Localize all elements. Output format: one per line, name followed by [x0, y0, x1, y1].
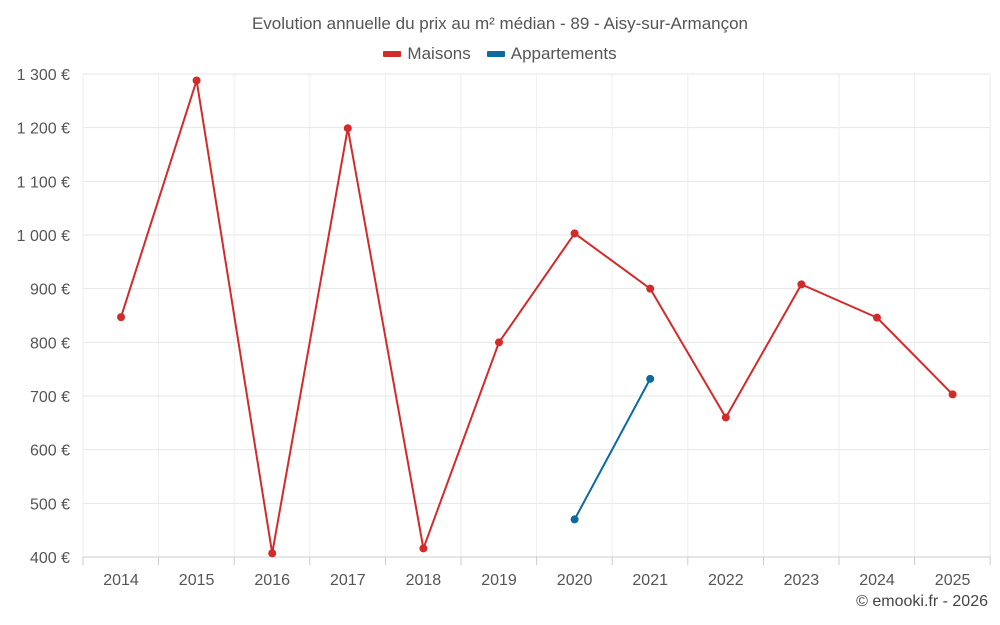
legend-item-maisons[interactable]: Maisons	[383, 44, 471, 64]
data-point-maisons[interactable]	[570, 229, 579, 238]
x-tick-label: 2022	[708, 572, 744, 589]
legend-label-maisons: Maisons	[407, 44, 471, 63]
x-tick-label: 2023	[784, 572, 820, 589]
x-tick-label: 2014	[103, 572, 139, 589]
data-point-appartementes[interactable]	[570, 515, 579, 524]
series-layer	[117, 76, 957, 558]
x-tick-label: 2024	[859, 572, 895, 589]
x-tick-label: 2019	[481, 572, 517, 589]
y-tick-label: 800 €	[30, 335, 70, 352]
y-tick-label: 400 €	[30, 550, 70, 567]
series-line-appartementes	[573, 378, 652, 520]
legend-swatch-maisons	[383, 51, 402, 57]
y-tick-label: 700 €	[30, 389, 70, 406]
series-line-maisons	[120, 79, 954, 555]
chart-title: Evolution annuelle du prix au m² médian …	[251, 14, 749, 33]
y-tick-label: 600 €	[30, 443, 70, 460]
axis-layer: 400 € 500 € 600 € 700 € 800 € 900 € 1 000 € 1 1…	[17, 67, 991, 589]
data-point-maisons[interactable]	[495, 338, 503, 347]
y-tick-label: 500 €	[30, 496, 70, 513]
x-tick-label: 2018	[406, 572, 442, 589]
data-point-maisons[interactable]	[948, 390, 957, 399]
data-point-maisons[interactable]	[268, 549, 277, 558]
legend-label-appartements: Appartements	[510, 44, 617, 63]
legend-item-appartements[interactable]: Appartements	[486, 44, 617, 64]
data-point-maisons[interactable]	[873, 313, 881, 322]
y-tick-label: 1 100 €	[17, 174, 70, 191]
y-tick-label: 1 300 €	[17, 67, 70, 84]
y-tick-label: 1 200 €	[17, 121, 70, 138]
data-point-maisons[interactable]	[797, 280, 806, 289]
data-point-maisons[interactable]	[419, 544, 428, 553]
data-point-maisons[interactable]	[721, 413, 730, 422]
data-point-maisons[interactable]	[192, 76, 201, 85]
data-point-maisons[interactable]	[343, 124, 352, 133]
x-tick-label: 2015	[179, 572, 215, 589]
legend-swatch-appartements	[486, 51, 505, 57]
credit-text: © emooki.fr - 2026	[856, 593, 988, 610]
y-tick-label: 1 000 €	[17, 228, 70, 245]
x-tick-label: 2025	[935, 572, 971, 589]
y-tick-label: 900 €	[30, 282, 70, 299]
x-tick-label: 2020	[557, 572, 593, 589]
grid-layer	[82, 73, 991, 558]
chart-legend: Maisons Appartements	[0, 44, 1000, 64]
x-tick-label: 2016	[254, 572, 290, 589]
data-point-maisons[interactable]	[646, 284, 655, 293]
data-point-maisons[interactable]	[117, 313, 125, 322]
x-tick-label: 2021	[632, 572, 668, 589]
x-tick-label: 2017	[330, 572, 366, 589]
data-point-appartementes[interactable]	[646, 374, 655, 383]
